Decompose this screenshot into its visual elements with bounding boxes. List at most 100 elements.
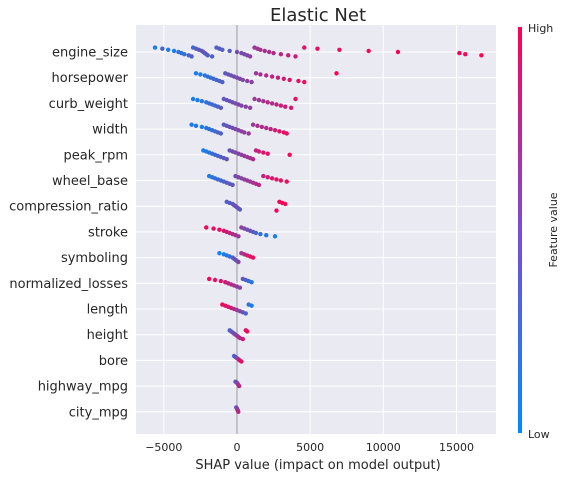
shap-point [272, 128, 278, 133]
feature-label-width: width [92, 123, 128, 138]
shap-point [278, 178, 284, 183]
shap-point [269, 74, 275, 79]
shap-point [284, 131, 289, 136]
shap-point [152, 45, 158, 50]
feature-label-peak_rpm: peak_rpm [63, 148, 128, 163]
feature-label-stroke: stroke [88, 225, 128, 240]
feature-label-bore: bore [99, 354, 128, 369]
shap-point [277, 129, 282, 134]
shap-point [285, 53, 291, 58]
shap-point [227, 48, 232, 54]
shap-point [258, 231, 263, 237]
x-tick-label: −5000 [145, 441, 182, 454]
shap-point [218, 105, 224, 111]
feature-label-curb_weight: curb_weight [49, 97, 128, 112]
shap-point [457, 50, 462, 56]
shap-point [195, 97, 200, 103]
shap-point [262, 48, 267, 54]
shap-point [189, 54, 194, 59]
feature-label-compression_ratio: compression_ratio [9, 200, 128, 215]
shap-point [287, 152, 292, 157]
shap-point [218, 278, 224, 284]
shap-point [258, 47, 263, 52]
shap-point [302, 79, 307, 85]
shap-point [237, 207, 243, 212]
shap-point [264, 125, 269, 131]
feature-label-city_mpg: city_mpg [69, 405, 128, 420]
shap-point [220, 47, 225, 52]
shap-point [281, 76, 287, 82]
shap-point [239, 103, 244, 108]
shap-point [220, 79, 225, 85]
colorbar [518, 27, 522, 433]
shap-point [206, 276, 212, 282]
shap-point [265, 151, 270, 156]
shap-point [288, 105, 294, 111]
shap-point [199, 124, 205, 130]
colorbar-title: Feature value [547, 192, 560, 267]
shap-point [250, 157, 256, 162]
shap-point [236, 383, 242, 389]
shap-point [265, 175, 270, 180]
shap-point [249, 280, 254, 285]
shap-point [193, 71, 199, 76]
shap-point [243, 311, 248, 316]
shap-point [160, 46, 165, 51]
shap-point [283, 201, 288, 207]
shap-point [209, 54, 215, 59]
feature-label-wheel_base: wheel_base [52, 174, 128, 189]
shap-point [193, 123, 199, 128]
shap-point [182, 52, 187, 57]
chart-title: Elastic Net [270, 5, 366, 26]
shap-point [259, 124, 265, 130]
shap-point [269, 101, 275, 106]
shap-point [204, 225, 209, 230]
shap-point [256, 149, 262, 154]
shap-point [334, 71, 339, 76]
shap-point [264, 233, 269, 238]
shap-point [199, 99, 205, 104]
shap-point [269, 176, 275, 181]
shap-point [253, 71, 259, 76]
shap-point [242, 130, 247, 135]
shap-point [395, 49, 401, 55]
shap-point [245, 329, 250, 334]
x-axis-ticks: −5000 0 5000 10000 15000 [145, 441, 474, 454]
shap-point [265, 100, 270, 105]
shap-point [236, 259, 241, 265]
shap-point [217, 251, 222, 256]
shap-point [266, 49, 272, 55]
shap-point [337, 47, 342, 52]
shap-point [296, 78, 301, 84]
shap-point [218, 131, 224, 136]
x-axis-label: SHAP value (impact on model output) [195, 458, 440, 473]
colorbar-low-label: Low [528, 428, 550, 441]
shap-point [271, 50, 276, 56]
x-tick-label: 0 [233, 441, 240, 454]
shap-point [463, 52, 468, 57]
plot-area [136, 25, 496, 434]
feature-label-length: length [87, 303, 128, 318]
shap-point [278, 103, 284, 108]
shap-point [243, 104, 248, 109]
x-tick-label: 5000 [296, 441, 324, 454]
shap-point [315, 46, 320, 51]
shap-point [287, 77, 292, 83]
shap-point [284, 179, 289, 184]
shap-point [366, 48, 371, 54]
shap-point [293, 54, 298, 59]
shap-point [247, 54, 253, 59]
shap-point [275, 75, 281, 80]
shap-point [217, 227, 222, 232]
shap-point [283, 104, 288, 109]
shap-point [240, 336, 246, 342]
shap-point [224, 157, 229, 162]
shap-point [171, 48, 177, 54]
shap-point [293, 96, 298, 102]
shap-point [189, 122, 194, 127]
shap-point [264, 73, 269, 78]
feature-label-horsepower: horsepower [52, 71, 129, 86]
shap-point [239, 359, 244, 364]
